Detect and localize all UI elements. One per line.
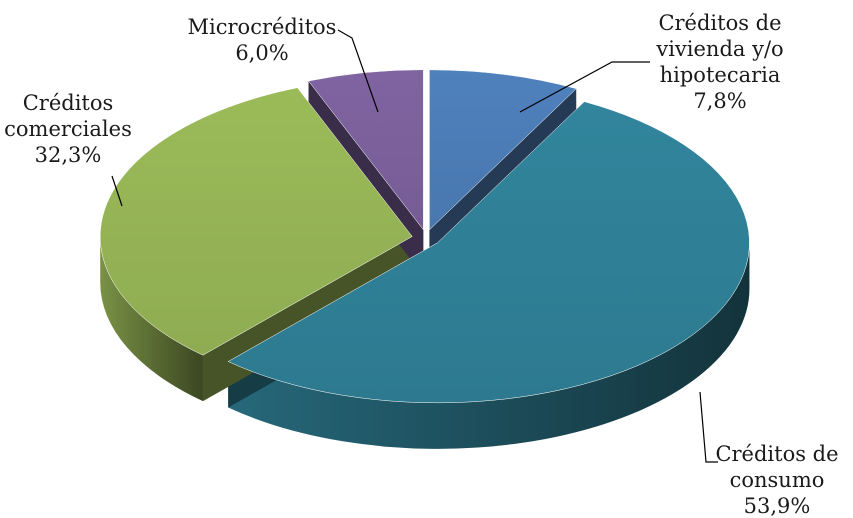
slice-category-label: Créditos bbox=[23, 91, 114, 115]
slice-category-label: consumo bbox=[730, 468, 825, 492]
leader-line bbox=[699, 391, 718, 463]
slice-side-wall bbox=[100, 236, 203, 402]
pie-slice bbox=[99, 87, 413, 356]
pie-slice bbox=[227, 101, 750, 404]
pie-slice bbox=[308, 69, 424, 231]
pie-top-layer bbox=[99, 69, 750, 404]
slice-category-label: vivienda y/o bbox=[655, 37, 783, 61]
slice-category-label: Créditos de bbox=[715, 442, 838, 466]
pie-slice bbox=[429, 69, 577, 231]
leader-line bbox=[337, 29, 379, 113]
leader-line bbox=[111, 175, 123, 207]
slice-value-label: 53,9% bbox=[744, 494, 811, 518]
slice-side-wall bbox=[228, 242, 750, 449]
slice-value-label: 6,0% bbox=[235, 41, 288, 65]
slice-category-label: hipotecaria bbox=[660, 63, 781, 87]
slice-value-label: 7,8% bbox=[693, 89, 746, 113]
leader-line bbox=[519, 61, 650, 113]
slice-category-label: Créditos de bbox=[658, 11, 781, 35]
slice-category-label: comerciales bbox=[4, 117, 132, 141]
slice-value-label: 32,3% bbox=[35, 143, 102, 167]
slice-category-label: Microcréditos bbox=[188, 15, 337, 39]
